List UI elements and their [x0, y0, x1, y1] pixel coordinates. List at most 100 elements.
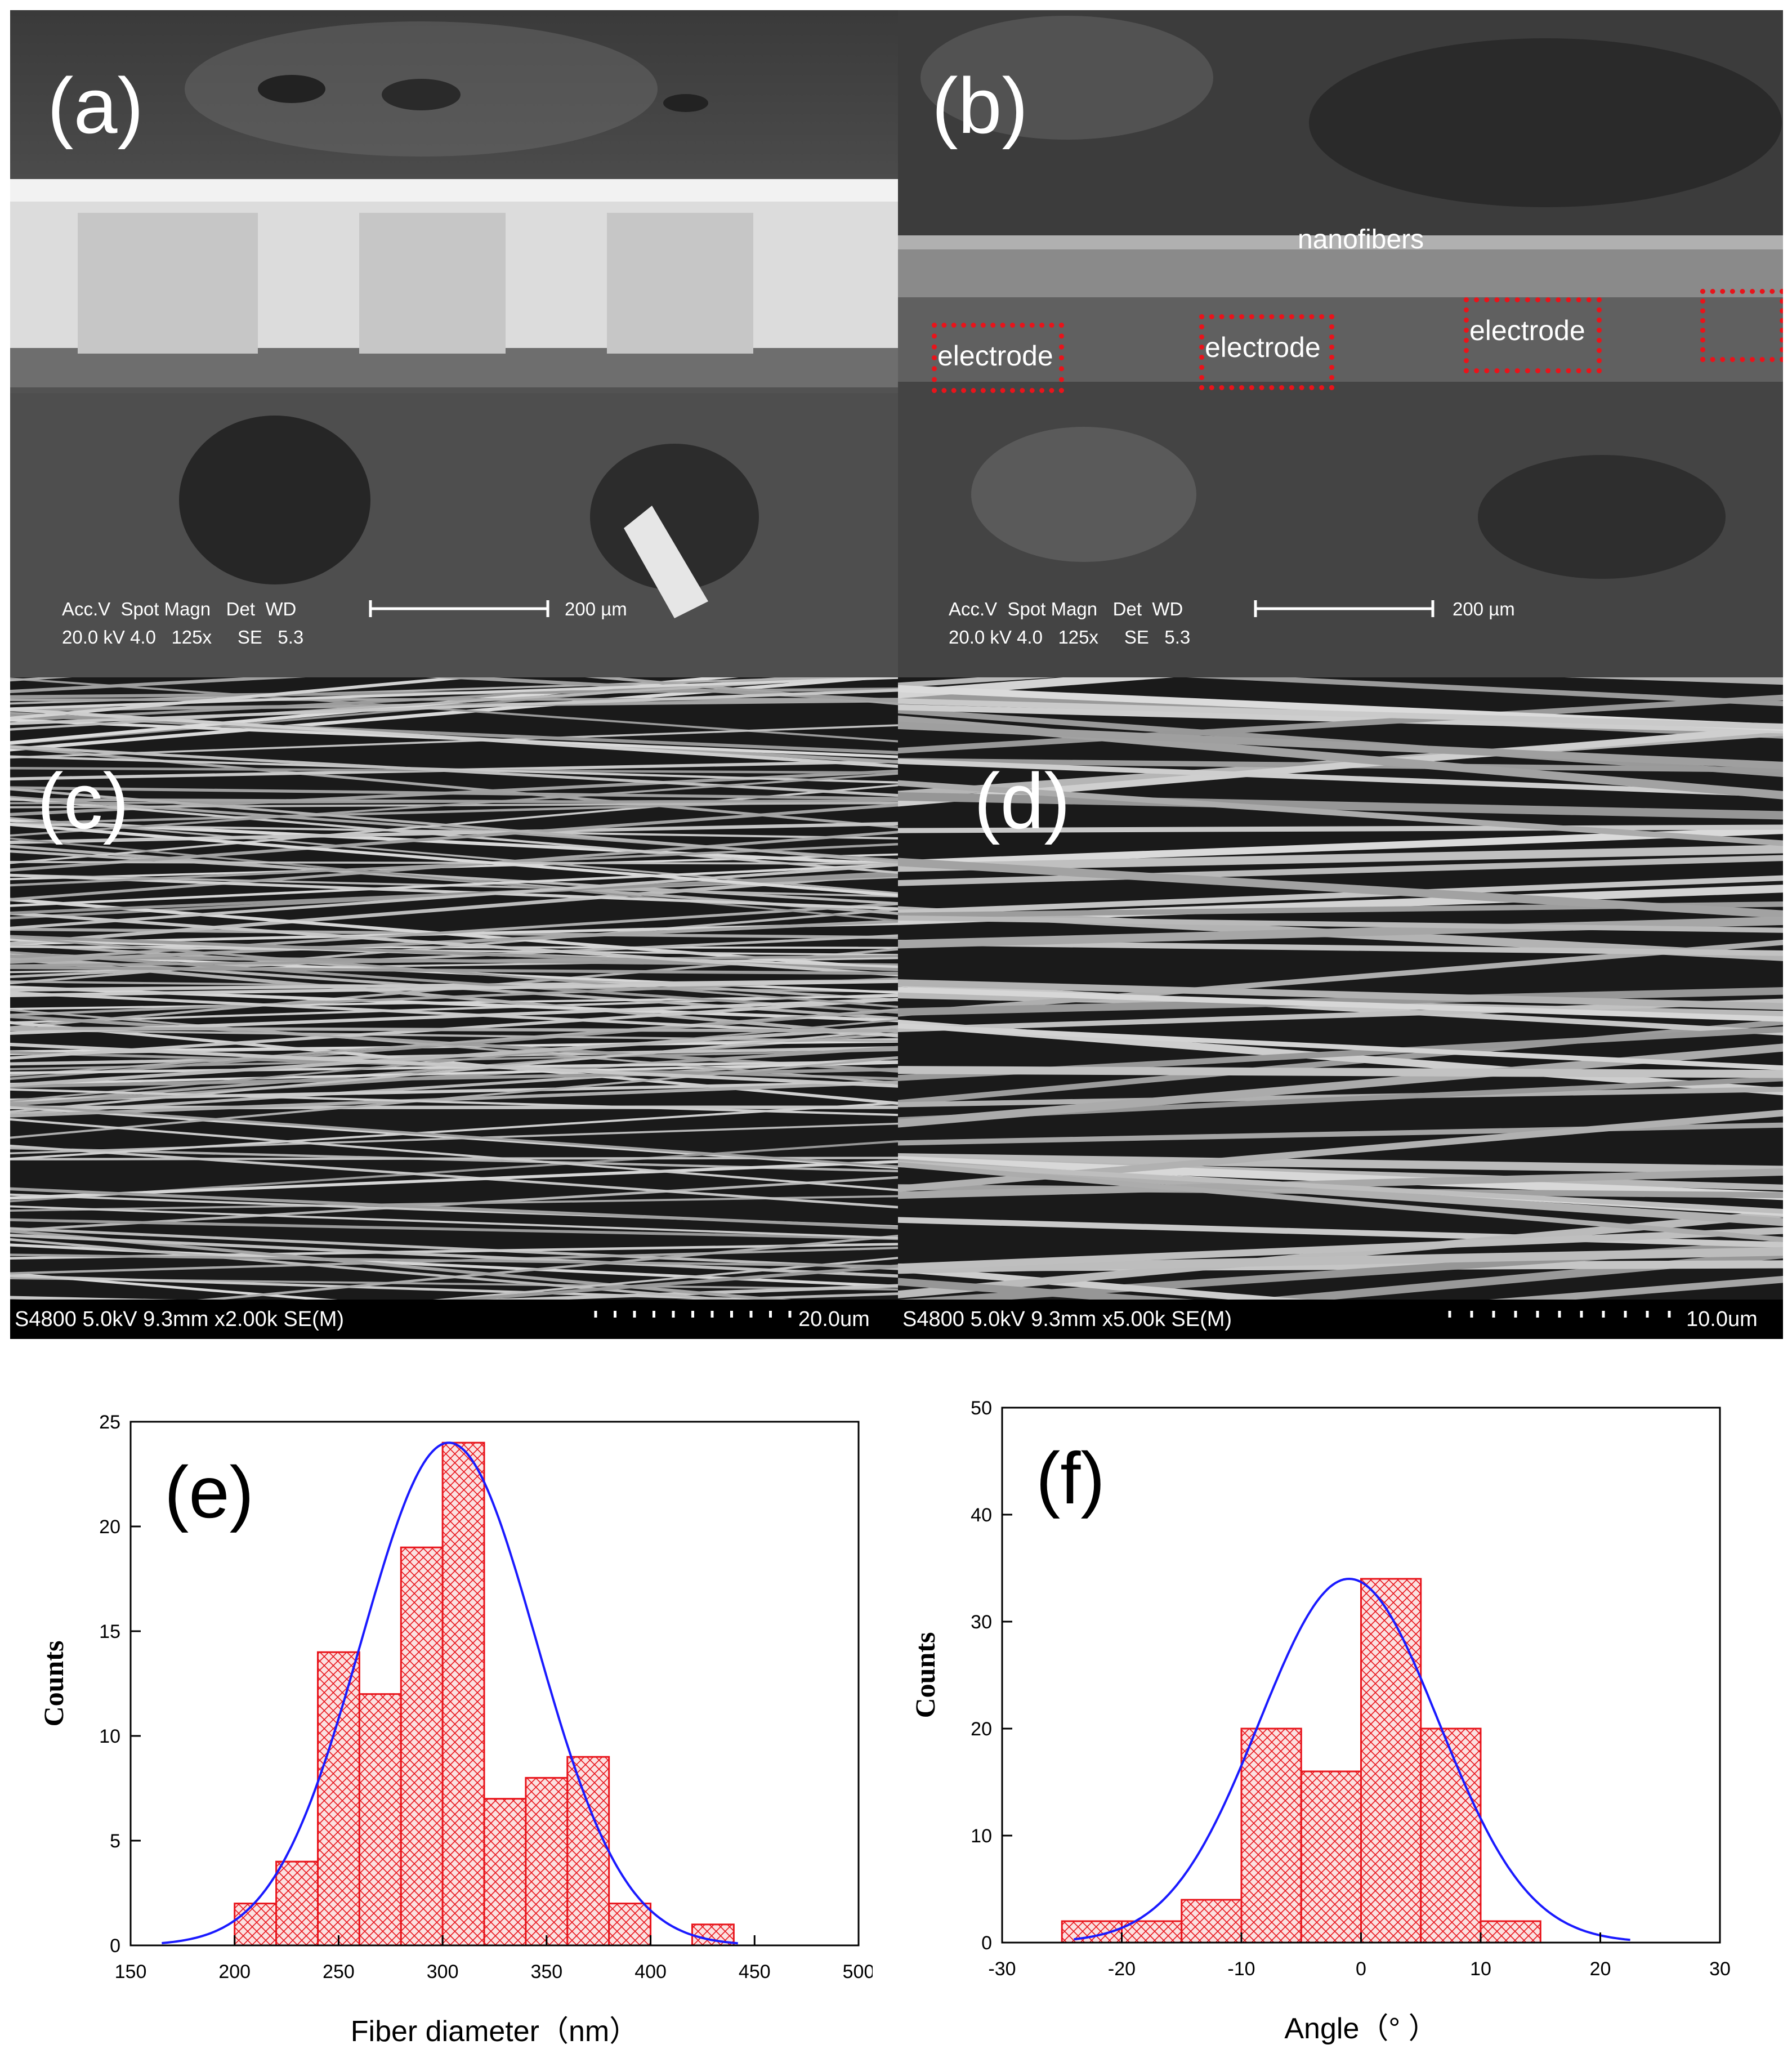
electrode-label-1: electrode: [937, 340, 1053, 372]
sem-info-values-b: 20.0 kV 4.0 125x SE 5.3: [949, 627, 1191, 648]
nanofiber: [898, 1156, 1783, 1200]
nanofiber: [898, 698, 1783, 730]
nanofiber: [10, 799, 898, 805]
x-tick-label: 300: [427, 1961, 459, 1983]
x-tick-label: 400: [634, 1961, 667, 1983]
y-axis-label: Counts: [909, 1632, 941, 1718]
x-axis-label: Angle（° ）: [1284, 2012, 1437, 2045]
panel-label-a: (a): [47, 61, 144, 150]
nanofiber: [10, 677, 898, 711]
panel-label-b: (b): [932, 61, 1029, 150]
nanofiber: [10, 803, 898, 872]
y-axis-label: Counts: [38, 1641, 69, 1727]
x-tick-label: 250: [323, 1961, 355, 1983]
nanofiber: [10, 1118, 898, 1191]
nanofiber: [898, 1227, 1783, 1271]
nanofiber: [10, 1104, 898, 1168]
y-tick-label: 0: [981, 1932, 992, 1954]
nanofiber: [10, 1101, 898, 1160]
nanofiber: [898, 987, 1783, 1016]
nanofiber: [10, 873, 898, 915]
electrode-box-3: [1464, 297, 1602, 373]
nanofiber: [10, 1028, 898, 1113]
x-tick-label: 450: [739, 1961, 771, 1983]
nanofiber: [10, 1026, 898, 1033]
nanofiber: [10, 1081, 898, 1102]
sem-panel-b: (b) nanofibers electrode electrode elect…: [898, 10, 1783, 677]
nanofiber: [898, 1023, 1783, 1070]
histogram-bar: [1360, 1578, 1422, 1944]
sem-panel-d: (d) S4800 5.0kV 9.3mm x5.00k SE(M) 10.0u…: [898, 677, 1783, 1339]
gaussian-fit-curve: [162, 1441, 738, 1945]
panel-label-d: (d): [974, 757, 1071, 845]
nanofiber: [10, 745, 898, 797]
nanofiber: [898, 721, 1783, 770]
sem-info-values-a: 20.0 kV 4.0 125x SE 5.3: [62, 627, 304, 648]
sem-info-d: S4800 5.0kV 9.3mm x5.00k SE(M): [902, 1307, 1232, 1331]
y-tick-label: 10: [99, 1726, 120, 1747]
nanofiber: [898, 916, 1783, 949]
nanofiber: [10, 822, 898, 845]
nanofiber: [898, 792, 1783, 820]
histogram-bar: [1420, 1727, 1482, 1944]
nanofiber: [898, 875, 1783, 916]
x-tick-label: 30: [1709, 1958, 1731, 1980]
histogram-bar: [316, 1651, 360, 1947]
nanofiber: [898, 1247, 1783, 1274]
histogram-bar: [566, 1756, 610, 1947]
nanofiber: [10, 786, 898, 800]
nanofiber: [898, 1153, 1783, 1175]
nanofibers-label: nanofibers: [1298, 225, 1424, 255]
chart-panel-label: (e): [164, 1451, 254, 1533]
nanofiber: [10, 1042, 898, 1088]
nanofiber: [10, 861, 898, 865]
y-tick-label: 25: [99, 1412, 120, 1433]
nanofiber: [10, 677, 306, 694]
sem-panel-c: (c) S4800 5.0kV 9.3mm x2.00k SE(M) 20.0u…: [10, 677, 898, 1339]
nanofiber: [585, 677, 898, 706]
histogram-f: -30 -20 -10 0 10 20 30 0 10 20 30 40 50 Angle（° ） Coun…: [909, 1398, 1731, 2045]
nanofiber: [898, 1160, 1783, 1214]
nanofiber: [10, 755, 898, 784]
scale-label-d: 10.0um: [1686, 1307, 1758, 1331]
x-tick-label: 200: [218, 1961, 251, 1983]
nanofiber: [898, 855, 1783, 886]
histogram-bar: [525, 1776, 569, 1947]
electrode-box-1: [932, 323, 1064, 393]
y-tick-label: 20: [99, 1516, 120, 1538]
nanofiber: [10, 677, 897, 752]
info-bar-d: S4800 5.0kV 9.3mm x5.00k SE(M) 10.0um: [898, 1300, 1783, 1339]
nanofiber: [10, 1008, 898, 1077]
nanofiber: [10, 954, 898, 967]
y-tick-label: 5: [110, 1831, 120, 1852]
nanofiber: [898, 1066, 1783, 1078]
x-tick-label: 20: [1590, 1958, 1611, 1980]
nanofiber: [898, 704, 1783, 734]
nanofiber: [898, 1168, 1783, 1199]
nanofiber: [10, 1029, 898, 1042]
sem-image-b: [898, 10, 1783, 677]
nanofiber: [898, 1162, 1783, 1242]
chart-panel-label: (f): [1036, 1437, 1105, 1519]
nanofiber: [898, 845, 1783, 872]
nanofiber: [10, 919, 898, 964]
histogram-bar: [1181, 1899, 1243, 1944]
x-tick-label: 150: [115, 1961, 147, 1983]
nanofiber: [10, 1144, 898, 1209]
nanofiber: [10, 823, 898, 897]
info-bar-c: S4800 5.0kV 9.3mm x2.00k SE(M) 20.0um: [10, 1300, 898, 1339]
x-tick-label: 500: [843, 1961, 873, 1983]
nanofiber: [10, 902, 898, 962]
y-tick-label: 40: [971, 1505, 992, 1526]
nanofiber: [898, 979, 1783, 1010]
sem-image-a: [10, 10, 898, 677]
panel-label-c: (c): [37, 757, 129, 845]
nanofiber: [10, 1187, 898, 1230]
nanofiber: [10, 1081, 898, 1118]
nanofiber: [10, 936, 898, 1008]
nanofiber: [10, 873, 898, 910]
y-tick-label: 20: [971, 1718, 992, 1740]
nanofiber-image-c: [10, 677, 898, 1339]
nanofiber: [10, 724, 898, 759]
y-tick-label: 10: [971, 1825, 992, 1847]
